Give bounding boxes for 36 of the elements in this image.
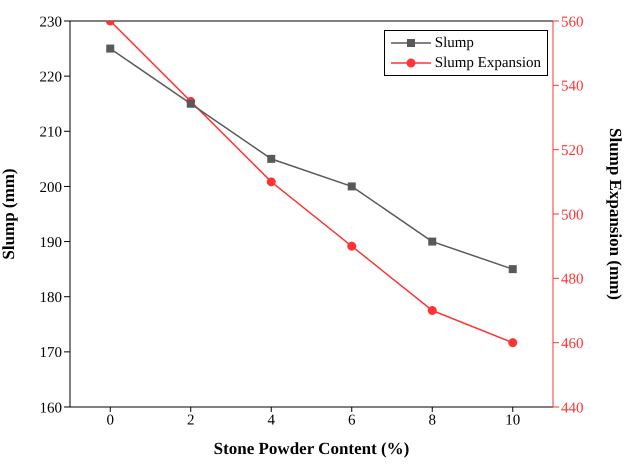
legend-label: Slump Expansion	[434, 54, 541, 73]
y-tick-label: 160	[40, 400, 62, 416]
x-tick-label: 8	[428, 412, 436, 429]
y2-tick-label: 520	[561, 142, 584, 159]
point	[428, 306, 437, 315]
x-tick-label: 10	[505, 412, 520, 429]
x-axis-title: Stone Powder Content (%)	[214, 439, 410, 458]
point	[347, 242, 356, 251]
y-tick-label: 230	[40, 14, 62, 30]
x-tick-label: 4	[268, 412, 276, 429]
point	[428, 238, 436, 246]
point	[186, 100, 195, 108]
y2-tick-label: 500	[561, 207, 584, 224]
y-axis-title: Slump (mm)	[0, 168, 18, 260]
y-tick-label: 190	[40, 234, 62, 251]
y2-tick-label: 480	[561, 272, 584, 288]
point	[508, 338, 518, 348]
legend-label: Slump	[434, 34, 474, 53]
y-tick-label: 180	[40, 290, 62, 306]
point	[267, 154, 276, 163]
point	[266, 177, 276, 186]
x-tick-label: 2	[187, 412, 194, 429]
y2-tick-label: 460	[561, 336, 584, 352]
y-tick-label: 220	[40, 69, 62, 86]
y-tick-label: 210	[40, 124, 62, 141]
y-tick-label: 170	[40, 345, 62, 362]
y2-tick-label: 440	[561, 400, 584, 416]
x-tick-label: 6	[348, 412, 356, 429]
point	[106, 44, 114, 53]
y2-axis-title: Slump Expansion (mm)	[606, 128, 625, 300]
y2-tick-label: 540	[561, 78, 584, 95]
x-tick-label: 0	[106, 412, 114, 429]
y2-tick-label: 560	[561, 14, 584, 30]
point	[348, 182, 356, 190]
point	[508, 265, 517, 274]
y-tick-label: 200	[40, 180, 62, 196]
